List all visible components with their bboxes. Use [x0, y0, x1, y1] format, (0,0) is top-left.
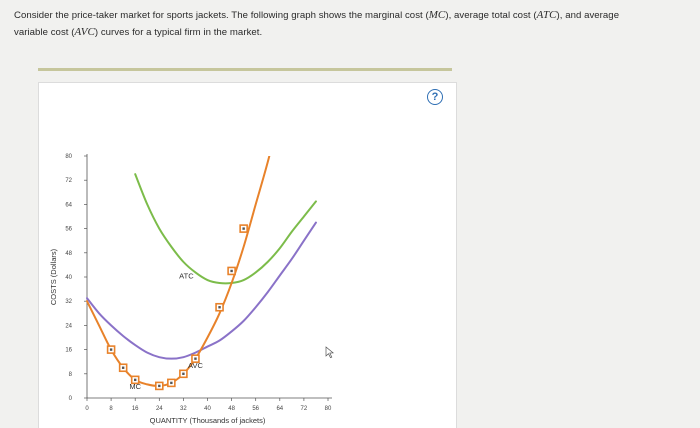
y-tick-label: 64 — [65, 202, 72, 208]
y-tick-label: 0 — [69, 396, 73, 402]
x-axis-title: QUANTITY (Thousands of jackets) — [150, 416, 266, 425]
atc-label: ATC — [179, 272, 194, 281]
x-tick-label: 24 — [156, 406, 163, 412]
x-tick-label: 40 — [204, 406, 211, 412]
graph-panel — [38, 82, 457, 428]
mc-point-marker-core — [218, 306, 221, 309]
mc-point-marker-core — [242, 227, 245, 230]
x-tick-label: 80 — [325, 406, 332, 412]
question-text-part: ), average total cost ( — [445, 10, 537, 21]
y-tick-label: 40 — [65, 275, 72, 281]
x-tick-label: 56 — [252, 406, 259, 412]
y-tick-label: 48 — [65, 251, 72, 257]
y-tick-label: 16 — [65, 348, 72, 354]
x-tick-label: 64 — [276, 406, 283, 412]
mc-point-marker-core — [230, 269, 233, 273]
chart-markers — [106, 224, 248, 391]
y-tick-label: 24 — [65, 323, 72, 329]
avc-symbol: AVC — [74, 26, 95, 38]
x-tick-label: 48 — [228, 406, 235, 412]
x-tick-label: 0 — [85, 406, 89, 412]
help-button[interactable]: ? — [427, 89, 443, 105]
avc-label: AVC — [188, 361, 203, 370]
chart-labels: ATC AVC MC — [129, 272, 334, 391]
y-tick-label: 8 — [69, 372, 73, 378]
atc-symbol: ATC — [536, 9, 557, 21]
y-axis-title: COSTS (Dollars) — [49, 248, 58, 305]
mc-point-marker-core — [134, 378, 137, 382]
mc-symbol: MC — [428, 9, 446, 21]
chart-axes: 0 8 16 24 32 40 48 56 64 72 80 0 8 16 24 32 40 48 56 64 72 80… — [49, 154, 332, 425]
chart-curves — [86, 156, 317, 387]
mc-point-marker-core — [194, 357, 197, 360]
mc-point-marker-core — [170, 381, 173, 385]
mc-label: MC — [129, 382, 141, 391]
mc-point-marker-core — [182, 372, 185, 375]
question-text-part: ), and average — [556, 10, 620, 21]
question-text-part: ) curves for a typical firm in the marke… — [94, 27, 263, 38]
x-tick-label: 16 — [132, 406, 139, 412]
mc-curve — [86, 156, 271, 387]
atc-curve — [134, 173, 317, 285]
section-divider — [38, 68, 452, 71]
question-text-part: Consider the price-taker market for spor… — [14, 10, 429, 21]
question-text: Consider the price-taker market for spor… — [14, 7, 690, 41]
y-tick-label: 56 — [65, 227, 72, 233]
y-tick-label: 32 — [65, 299, 72, 305]
mc-point-marker-core — [158, 384, 161, 388]
y-tick-label: 72 — [65, 178, 72, 184]
mc-point-marker-core — [109, 348, 113, 351]
x-tick-label: 8 — [109, 406, 113, 412]
mc-point-marker-core — [121, 366, 125, 369]
avc-curve — [86, 221, 317, 360]
mouse-cursor-icon — [325, 346, 334, 359]
x-tick-label: 32 — [180, 406, 187, 412]
question-mark-icon: ? — [431, 91, 439, 103]
y-tick-label: 80 — [65, 154, 72, 160]
x-tick-label: 72 — [301, 406, 308, 412]
question-text-part: variable cost ( — [14, 27, 75, 38]
